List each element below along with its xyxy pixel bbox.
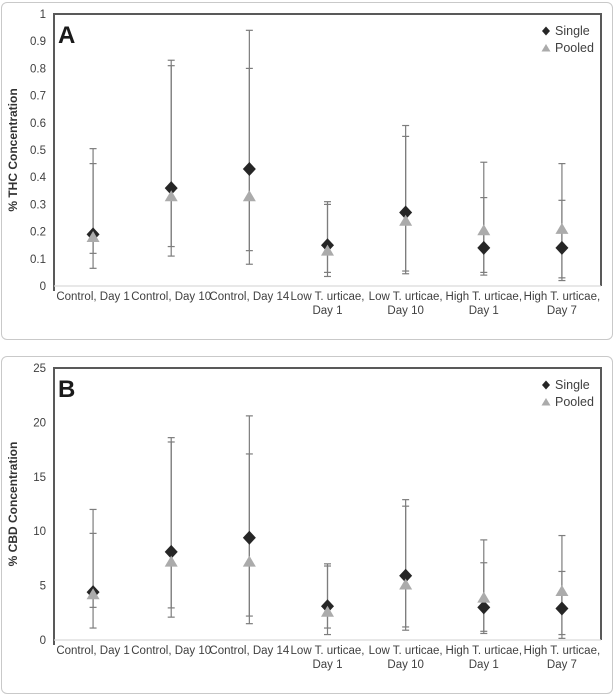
marker-diamond-single [164,181,178,196]
category-label: Control, Day 1 [56,645,130,657]
marker-diamond-single [477,240,491,255]
category-label: Day 1 [469,305,499,317]
y-axis-tick-label: 15 [33,472,46,484]
y-axis-tick-label: 0.1 [30,254,46,266]
category-label: Day 7 [547,305,577,317]
panel-label: B [58,376,75,403]
marker-triangle-pooled [555,222,569,234]
category-label: Control, Day 14 [209,291,290,303]
category-label: Day 10 [387,305,423,317]
legend-label: Single [555,378,590,392]
category-label: Control, Day 10 [131,645,211,657]
category-label: Day 1 [312,305,342,317]
category-label: Control, Day 10 [131,291,211,303]
marker-triangle-pooled [399,578,413,590]
y-axis-tick-label: 0.6 [30,118,46,130]
chart-panel-a: 0 0.1 0.2 0.3 0.4 0.5 0.6 0.7 0.8 0.9 1 % THC Conce… [1,2,613,340]
marker-diamond-single [399,205,413,220]
marker-diamond-single [555,601,569,616]
marker-triangle-pooled [86,588,100,600]
category-label: Control, Day 1 [56,291,130,303]
category-label: High T. urticae, [446,291,523,303]
legend-triangle-icon [541,398,551,406]
y-axis-tick-label: 25 [33,363,46,375]
y-axis-title: % CBD Concentration [6,442,20,567]
marker-triangle-pooled [86,231,100,243]
legend-diamond-icon [542,380,550,390]
marker-diamond-single [555,240,569,255]
category-label: Day 10 [387,659,423,671]
marker-triangle-pooled [399,214,413,226]
marker-triangle-pooled [555,585,569,597]
category-label: High T. urticae, [446,645,523,657]
marker-diamond-single [164,544,178,559]
legend-diamond-icon [542,26,550,36]
marker-triangle-pooled [477,224,491,236]
y-axis-tick-label: 5 [40,581,46,593]
y-axis-tick-label: 10 [33,526,46,538]
legend-label: Single [555,24,590,38]
marker-diamond-single [399,568,413,583]
y-axis-tick-label: 1 [40,9,46,21]
category-label: Low T. urticae, [369,291,443,303]
marker-triangle-pooled [321,605,334,617]
marker-diamond-single [477,600,491,615]
marker-triangle-pooled [477,591,491,603]
y-axis-tick-label: 0 [40,281,46,293]
category-label: Low T. urticae, [369,645,443,657]
category-label: High T. urticae, [524,645,601,657]
y-axis-tick-label: 20 [33,417,46,429]
y-axis-title: % THC Concentration [6,88,20,211]
category-label: Low T. urticae, [291,645,365,657]
y-axis-tick-label: 0.5 [30,145,46,157]
marker-diamond-single [242,530,256,545]
marker-triangle-pooled [164,190,178,202]
marker-triangle-pooled [242,190,256,202]
y-axis-tick-label: 0.8 [30,63,46,75]
y-axis-tick-label: 0 [40,635,46,647]
chart-svg-b: 0 5 10 15 20 25 % CBD Concentration B Control, D… [6,363,602,671]
category-label: Day 1 [469,659,499,671]
y-axis-tick-label: 0.2 [30,227,46,239]
category-label: Day 1 [312,659,342,671]
marker-triangle-pooled [321,244,334,256]
legend-triangle-icon [541,44,551,52]
category-label: Day 7 [547,659,577,671]
y-axis-tick-label: 0.9 [30,36,46,48]
legend-label: Pooled [555,41,594,55]
chart-svg-a: 0 0.1 0.2 0.3 0.4 0.5 0.6 0.7 0.8 0.9 1 % THC Conce… [6,9,602,317]
category-label: Low T. urticae, [291,291,365,303]
category-label: Control, Day 14 [209,645,290,657]
panel-label: A [58,22,75,49]
marker-triangle-pooled [242,555,256,567]
chart-panel-b: 0 5 10 15 20 25 % CBD Concentration B Control, D… [1,356,613,694]
category-label: High T. urticae, [524,291,601,303]
y-axis-tick-label: 0.3 [30,199,46,211]
marker-triangle-pooled [164,555,178,567]
y-axis-tick-label: 0.4 [30,172,47,184]
y-axis-tick-label: 0.7 [30,91,46,103]
legend-label: Pooled [555,395,594,409]
marker-diamond-single [242,162,256,177]
